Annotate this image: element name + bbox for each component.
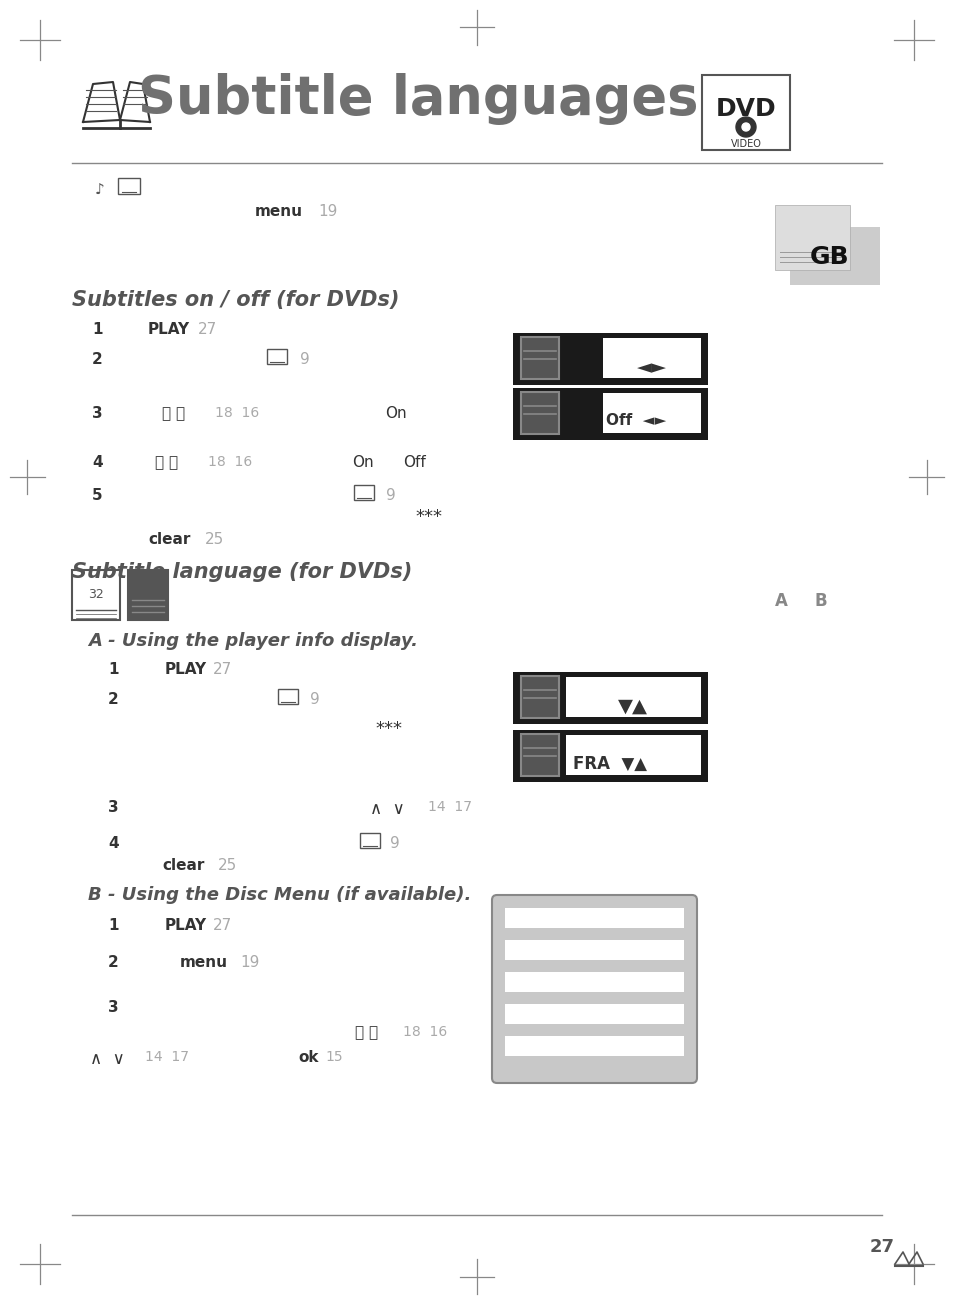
Text: Subtitle languages: Subtitle languages [138, 73, 698, 125]
Text: PLAY: PLAY [165, 662, 207, 677]
Text: DVD: DVD [715, 96, 776, 121]
Text: 19: 19 [240, 955, 259, 970]
Bar [602, 393, 700, 433]
Text: 18  16: 18 16 [208, 455, 252, 469]
Text: Subtitles on / off (for DVDs): Subtitles on / off (for DVDs) [71, 289, 399, 310]
Text: 9: 9 [386, 488, 395, 503]
Bar [267, 349, 287, 364]
Text: 32: 32 [88, 588, 104, 601]
Text: Off  ◄►: Off ◄► [605, 413, 665, 428]
Bar [565, 735, 700, 775]
Text: 18  16: 18 16 [402, 1025, 447, 1039]
Text: ok: ok [297, 1050, 318, 1065]
Text: VIDEO: VIDEO [730, 140, 760, 149]
Text: 4: 4 [108, 836, 118, 852]
Bar [504, 1035, 683, 1056]
Text: menu: menu [180, 955, 228, 970]
Text: 2: 2 [91, 352, 103, 366]
Text: ***: *** [375, 720, 401, 738]
Bar [504, 1004, 683, 1024]
Text: 9: 9 [310, 692, 319, 707]
Bar [565, 677, 700, 717]
Text: 27: 27 [869, 1237, 894, 1256]
Text: 27: 27 [198, 322, 217, 336]
Text: ∧  ∨: ∧ ∨ [370, 799, 404, 818]
Text: 2: 2 [108, 955, 118, 970]
Text: 15: 15 [325, 1050, 342, 1064]
Text: B - Using the Disc Menu (if available).: B - Using the Disc Menu (if available). [88, 885, 471, 904]
Bar [602, 338, 700, 378]
Text: 14  17: 14 17 [145, 1050, 189, 1064]
FancyBboxPatch shape [789, 227, 879, 286]
Bar [520, 336, 558, 379]
Text: 27: 27 [213, 918, 232, 932]
FancyBboxPatch shape [492, 895, 697, 1084]
Text: ∧  ∨: ∧ ∨ [90, 1050, 125, 1068]
Bar [520, 734, 558, 776]
Circle shape [735, 117, 755, 137]
Text: clear: clear [148, 532, 191, 546]
Bar [504, 908, 683, 928]
Text: PLAY: PLAY [165, 918, 207, 932]
Bar [513, 389, 707, 439]
Text: 19: 19 [317, 203, 337, 219]
Text: ◄►: ◄► [637, 359, 666, 377]
Text: 18  16: 18 16 [214, 406, 259, 420]
Circle shape [741, 123, 749, 130]
Text: 14  17: 14 17 [428, 799, 472, 814]
Text: 3: 3 [108, 1000, 118, 1015]
Bar [359, 833, 379, 848]
Text: On: On [385, 406, 406, 421]
Text: Subtitle language (for DVDs): Subtitle language (for DVDs) [71, 562, 412, 582]
Bar [71, 570, 120, 619]
Bar [277, 689, 297, 704]
Text: B: B [814, 592, 827, 610]
Text: menu: menu [254, 203, 303, 219]
Text: 3: 3 [108, 799, 118, 815]
Text: 1: 1 [108, 662, 118, 677]
Bar [520, 393, 558, 434]
Text: On: On [352, 455, 374, 469]
Text: 25: 25 [205, 532, 224, 546]
Text: A: A [774, 592, 787, 610]
Text: 9: 9 [390, 836, 399, 852]
Bar [504, 940, 683, 960]
Text: 9: 9 [299, 352, 310, 366]
Text: ***: *** [415, 509, 441, 526]
Bar [701, 76, 789, 150]
Bar [504, 971, 683, 992]
Text: 1: 1 [91, 322, 102, 336]
Text: 5: 5 [91, 488, 103, 503]
FancyBboxPatch shape [774, 205, 849, 270]
Text: 4: 4 [91, 455, 103, 469]
Text: 〈 〉: 〈 〉 [162, 406, 185, 421]
Bar [513, 672, 707, 724]
Bar [128, 570, 168, 619]
Text: 〈 〉: 〈 〉 [154, 455, 178, 469]
Text: 3: 3 [91, 406, 103, 421]
Bar [354, 485, 374, 499]
Bar [520, 675, 558, 719]
Text: GB: GB [809, 245, 849, 269]
Text: Off: Off [402, 455, 425, 469]
Bar [513, 730, 707, 782]
Bar [118, 179, 140, 194]
Text: 2: 2 [108, 692, 118, 707]
Text: 1: 1 [108, 918, 118, 932]
Text: ▼▲: ▼▲ [618, 698, 647, 716]
Text: 〈 〉: 〈 〉 [355, 1025, 377, 1041]
Text: clear: clear [162, 858, 204, 872]
Text: 25: 25 [218, 858, 237, 872]
Text: 27: 27 [213, 662, 232, 677]
Bar [513, 333, 707, 385]
Text: PLAY: PLAY [148, 322, 190, 336]
Text: FRA  ▼▲: FRA ▼▲ [573, 755, 646, 773]
Text: ♪: ♪ [95, 183, 105, 198]
Text: A - Using the player info display.: A - Using the player info display. [88, 632, 417, 649]
